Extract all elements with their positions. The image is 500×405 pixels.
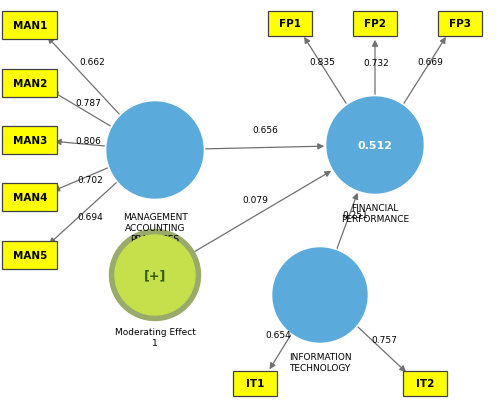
Text: MANAGEMENT
ACCOUNTING
PRACTICES: MANAGEMENT ACCOUNTING PRACTICES <box>122 213 188 243</box>
Text: 0.079: 0.079 <box>242 196 268 205</box>
FancyBboxPatch shape <box>2 127 58 155</box>
FancyBboxPatch shape <box>353 11 397 36</box>
Text: 0.806: 0.806 <box>75 137 101 146</box>
Text: 0.702: 0.702 <box>77 176 103 185</box>
Text: MAN4: MAN4 <box>13 192 47 202</box>
Text: MAN2: MAN2 <box>13 79 47 89</box>
Text: FP1: FP1 <box>279 19 301 29</box>
Text: 0.512: 0.512 <box>358 141 392 151</box>
FancyBboxPatch shape <box>233 371 277 396</box>
Text: INFORMATION
TECHNOLOGY: INFORMATION TECHNOLOGY <box>288 352 352 372</box>
Ellipse shape <box>115 235 195 315</box>
Text: [+]: [+] <box>144 269 166 282</box>
Ellipse shape <box>110 230 200 321</box>
Text: 0.656: 0.656 <box>252 126 278 135</box>
Text: 0.694: 0.694 <box>77 213 103 222</box>
Text: MAN1: MAN1 <box>13 21 47 31</box>
Text: 0.251: 0.251 <box>342 211 368 220</box>
FancyBboxPatch shape <box>2 183 58 211</box>
Text: Moderating Effect
1: Moderating Effect 1 <box>114 327 196 347</box>
Text: 0.757: 0.757 <box>371 336 397 345</box>
Text: MAN3: MAN3 <box>13 136 47 146</box>
Ellipse shape <box>107 103 203 198</box>
Text: 0.787: 0.787 <box>75 99 101 108</box>
FancyBboxPatch shape <box>438 11 482 36</box>
Text: FP3: FP3 <box>449 19 471 29</box>
Text: FP2: FP2 <box>364 19 386 29</box>
Text: MAN5: MAN5 <box>13 250 47 260</box>
Text: 0.732: 0.732 <box>363 60 389 68</box>
FancyBboxPatch shape <box>403 371 447 396</box>
Text: IT2: IT2 <box>416 378 434 388</box>
Ellipse shape <box>327 98 423 194</box>
Ellipse shape <box>273 248 367 342</box>
FancyBboxPatch shape <box>2 241 58 269</box>
FancyBboxPatch shape <box>2 12 58 40</box>
Text: FINANCIAL
PERFORMANCE: FINANCIAL PERFORMANCE <box>341 203 409 224</box>
Text: IT1: IT1 <box>246 378 264 388</box>
FancyBboxPatch shape <box>268 11 312 36</box>
Text: 0.835: 0.835 <box>309 58 335 67</box>
Text: 0.669: 0.669 <box>417 58 443 67</box>
Text: 0.662: 0.662 <box>79 58 105 67</box>
FancyBboxPatch shape <box>2 70 58 98</box>
Text: 0.654: 0.654 <box>265 331 291 340</box>
